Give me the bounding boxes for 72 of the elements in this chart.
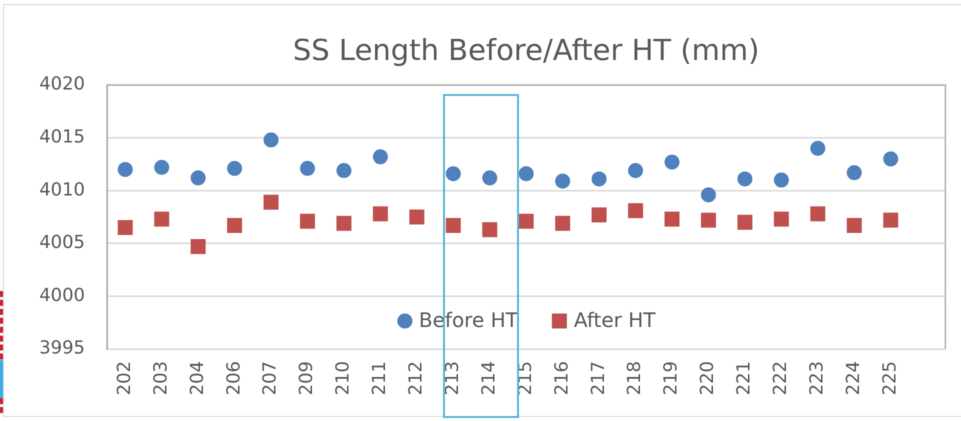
point <box>810 206 826 222</box>
point <box>154 212 170 227</box>
y-tick-label: 3995 <box>39 338 85 359</box>
x-tick-label: 211 <box>369 361 390 396</box>
point <box>774 212 789 227</box>
legend-label: After HT <box>574 308 656 332</box>
x-tick-label: 219 <box>660 361 682 396</box>
y-tick-label: 4010 <box>39 179 85 200</box>
point <box>227 160 242 176</box>
x-tick-label: 206 <box>223 361 244 396</box>
point <box>118 220 133 236</box>
point <box>227 218 242 233</box>
point <box>810 140 826 156</box>
point <box>700 187 716 202</box>
point <box>555 174 570 189</box>
point <box>592 207 607 222</box>
point <box>555 216 570 231</box>
x-tick-label: 207 <box>260 361 281 396</box>
x-tick-label: 214 <box>478 361 500 396</box>
point <box>300 214 315 229</box>
point <box>628 163 644 178</box>
point <box>154 160 170 175</box>
chart-title: SS Length Before/After HT (mm) <box>292 33 760 67</box>
point <box>482 170 498 186</box>
y-tick-label: 4000 <box>39 284 85 306</box>
point <box>664 154 680 170</box>
x-tick-label: 202 <box>114 361 135 396</box>
point <box>482 222 498 238</box>
x-tick-label: 220 <box>697 361 718 396</box>
point <box>446 218 461 233</box>
point <box>628 203 644 218</box>
x-tick-label: 203 <box>150 361 172 396</box>
point <box>300 160 315 176</box>
x-tick-label: 213 <box>442 361 463 396</box>
point <box>372 149 388 164</box>
x-tick-label: 209 <box>296 361 318 396</box>
point <box>118 162 133 177</box>
y-tick-label: 4005 <box>39 232 85 254</box>
x-tick-label: 210 <box>332 361 354 396</box>
x-tick-label: 224 <box>842 361 864 396</box>
y-tick-label: 4020 <box>39 74 85 95</box>
point <box>264 132 279 148</box>
x-tick-label: 221 <box>734 361 755 396</box>
x-tick-label: 225 <box>879 361 900 396</box>
x-tick-label: 223 <box>806 361 828 396</box>
point <box>190 170 206 186</box>
point <box>737 214 752 230</box>
point <box>664 212 680 227</box>
point <box>446 166 461 182</box>
point <box>883 212 898 228</box>
point <box>700 212 716 228</box>
point <box>264 194 279 210</box>
x-tick-label: 216 <box>551 361 572 396</box>
point <box>336 163 352 178</box>
point <box>518 214 534 229</box>
x-tick-label: 218 <box>624 361 646 396</box>
point <box>372 206 388 222</box>
point <box>190 239 206 254</box>
point <box>336 216 352 231</box>
x-tick-label: 212 <box>406 361 427 396</box>
point <box>592 171 607 186</box>
point <box>846 165 862 180</box>
x-tick-label: 217 <box>588 361 609 396</box>
point <box>409 210 424 224</box>
point <box>883 151 898 166</box>
point <box>518 166 534 182</box>
point <box>737 171 752 186</box>
y-tick-label: 4015 <box>39 126 85 148</box>
x-tick-label: 204 <box>186 361 208 396</box>
point <box>774 172 789 188</box>
point <box>846 218 862 233</box>
x-tick-label: 222 <box>770 361 792 396</box>
